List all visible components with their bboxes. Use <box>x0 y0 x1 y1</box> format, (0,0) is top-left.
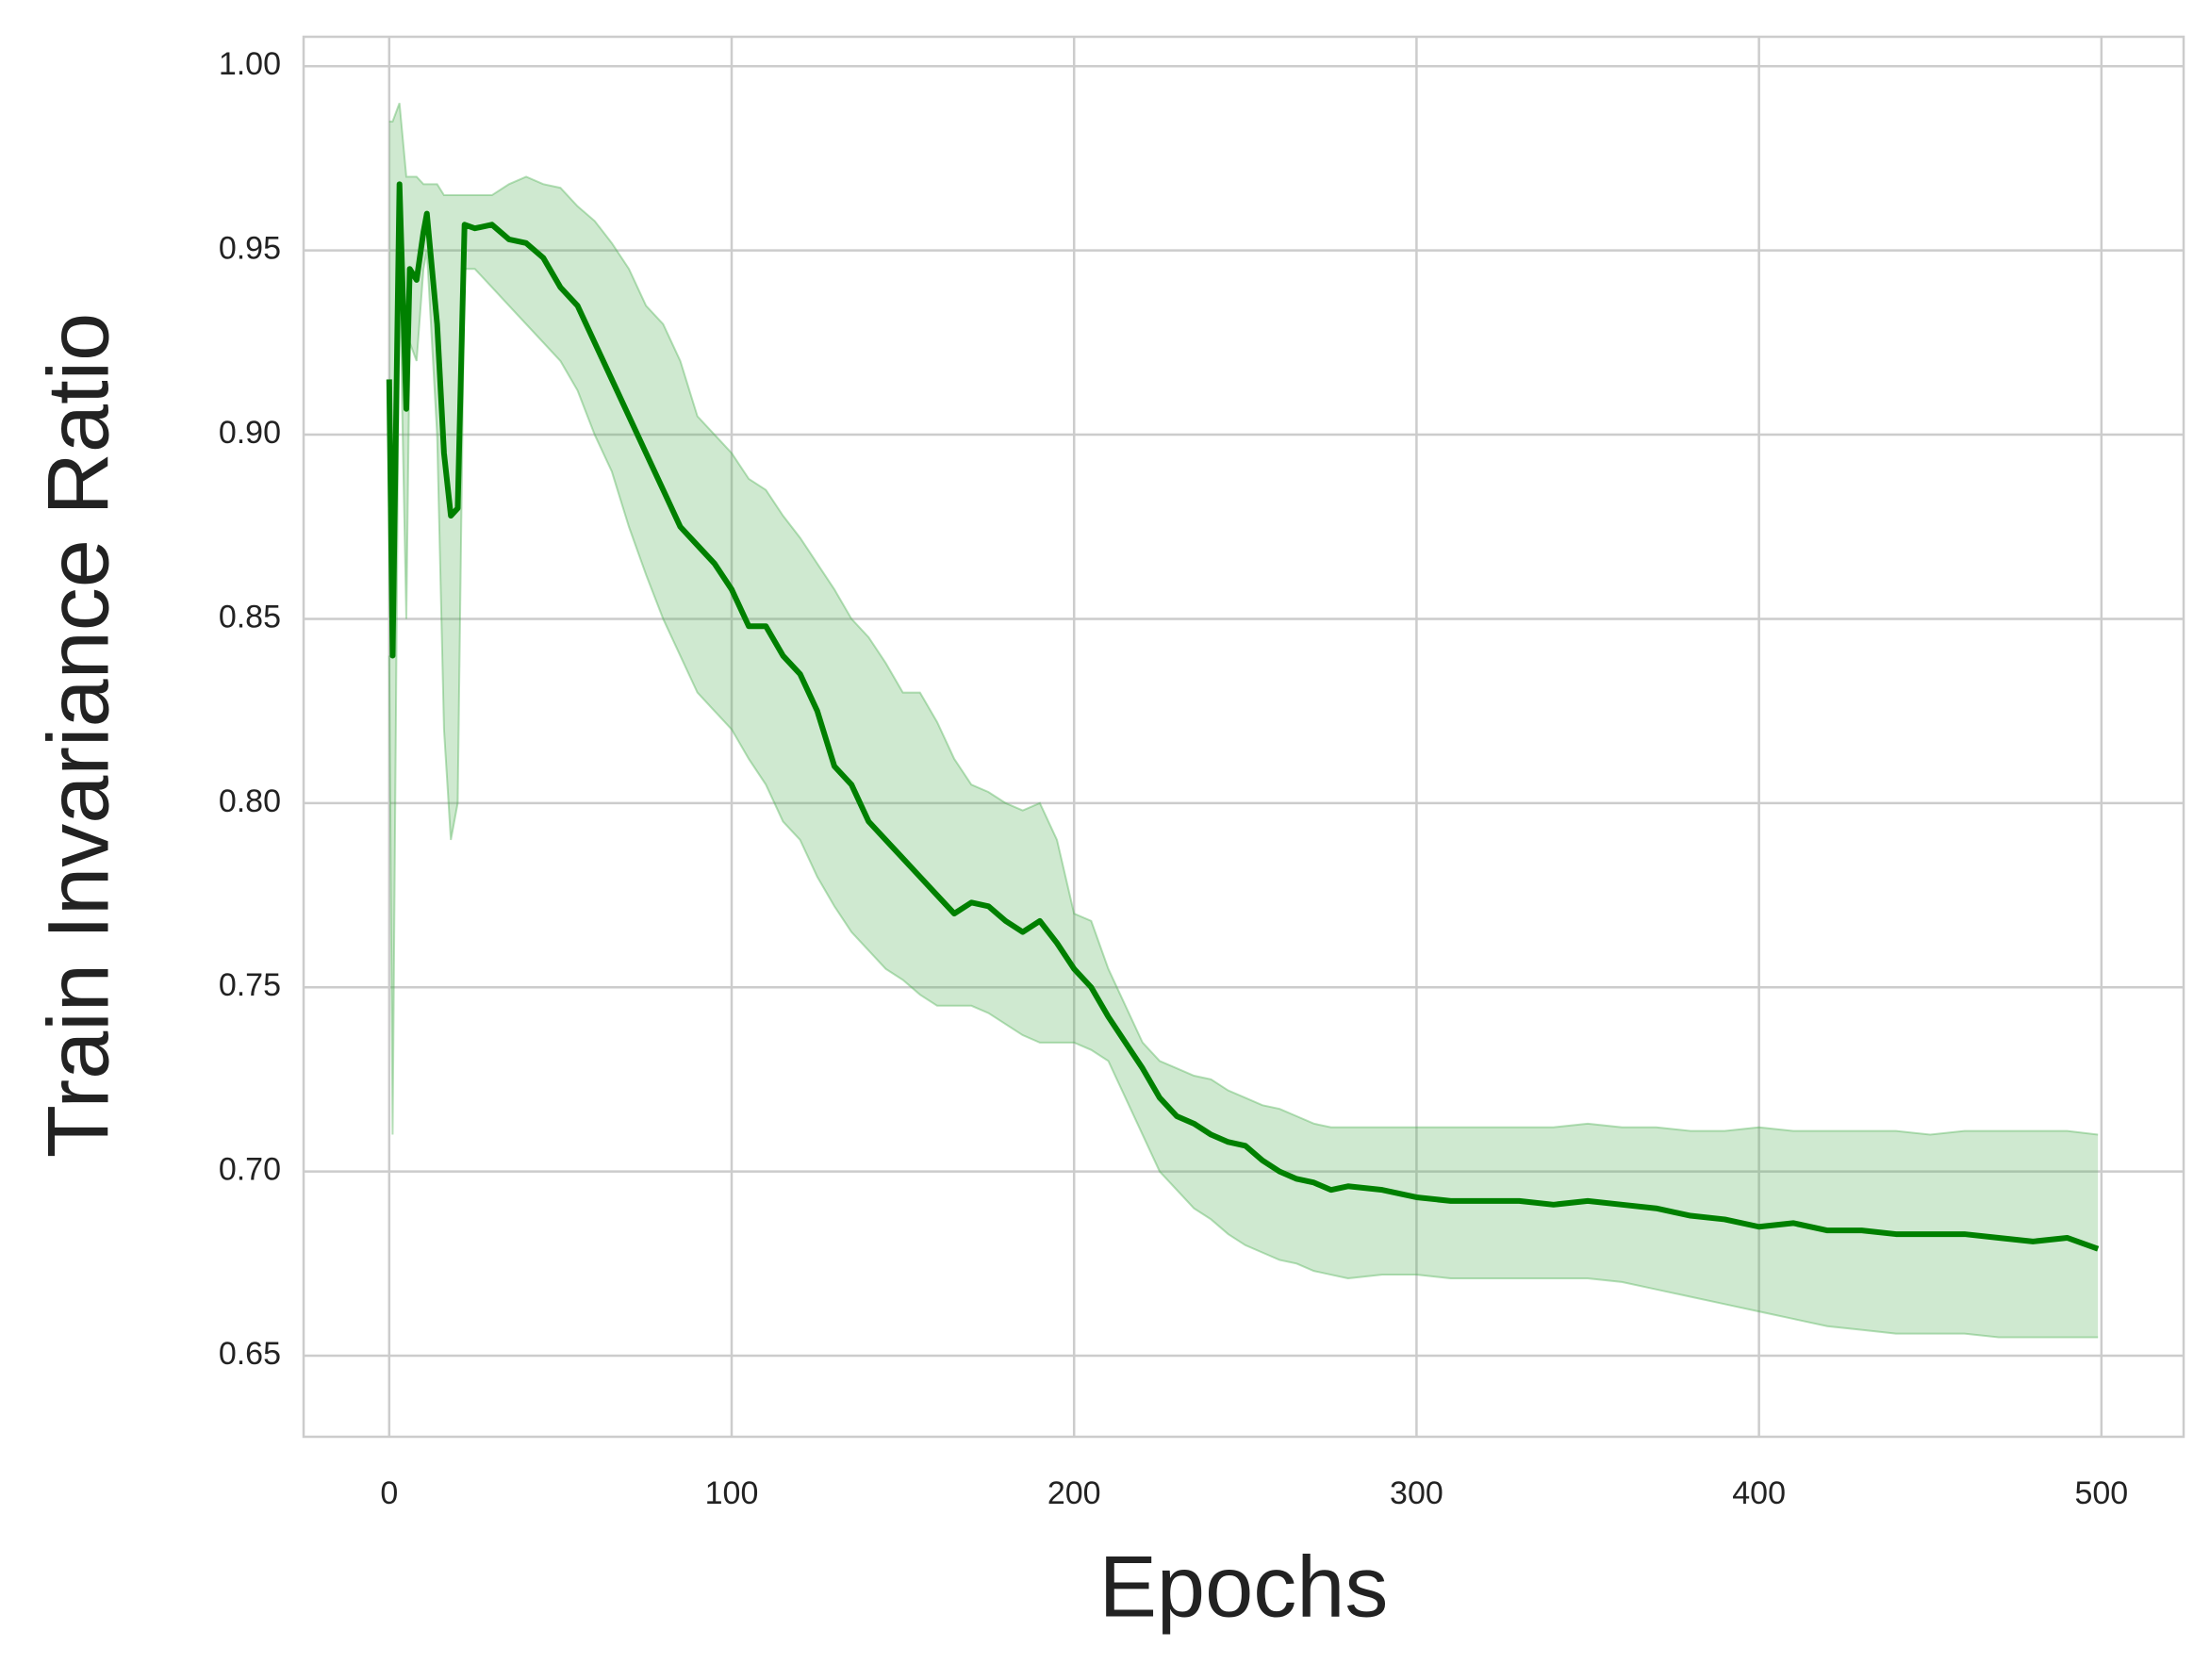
grid <box>304 37 2184 1437</box>
y-tick-label: 0.75 <box>219 967 281 1003</box>
band-lower <box>388 250 2099 1339</box>
y-tick-label: 0.95 <box>219 231 281 267</box>
x-tick-label: 100 <box>705 1475 759 1511</box>
x-tick-label: 400 <box>1732 1475 1786 1511</box>
x-tick-label: 300 <box>1390 1475 1443 1511</box>
y-tick-label: 0.70 <box>219 1152 281 1188</box>
x-tick-label: 0 <box>380 1475 398 1511</box>
band-fill <box>388 103 2099 1338</box>
y-tick-label: 0.90 <box>219 415 281 451</box>
x-tick-label: 500 <box>2074 1475 2128 1511</box>
y-tick-label: 0.65 <box>219 1336 281 1372</box>
y-tick-label: 1.00 <box>219 46 281 82</box>
x-tick-label: 200 <box>1047 1475 1101 1511</box>
plot-marks <box>386 102 2100 1339</box>
y-axis-label: Train Invariance Ratio <box>30 313 126 1159</box>
x-axis-label: Epochs <box>1099 1539 1389 1635</box>
y-tick-label: 0.80 <box>219 783 281 819</box>
y-tick-label: 0.85 <box>219 599 281 634</box>
mean-line <box>386 181 2100 1252</box>
plot-frame <box>302 35 2185 1439</box>
band-upper <box>388 102 2099 1136</box>
